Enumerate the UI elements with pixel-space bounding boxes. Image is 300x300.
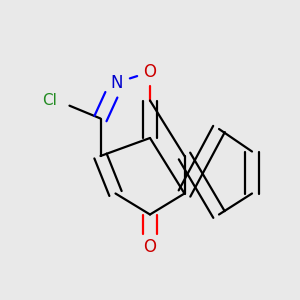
Text: O: O	[143, 238, 157, 256]
Text: N: N	[111, 74, 123, 92]
Text: O: O	[143, 63, 157, 81]
Text: Cl: Cl	[42, 93, 57, 108]
